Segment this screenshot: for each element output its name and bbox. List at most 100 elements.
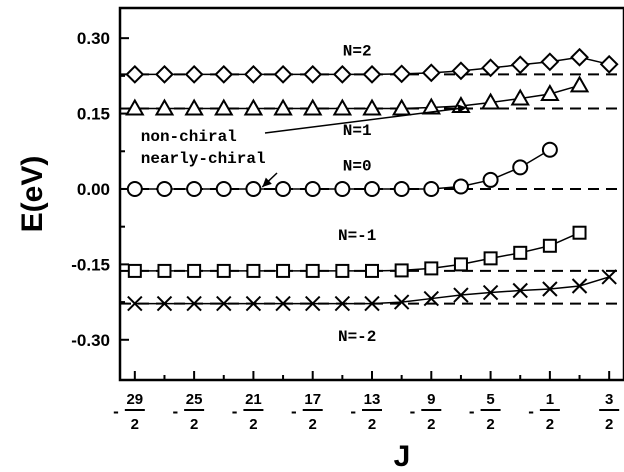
circle-marker	[364, 180, 380, 197]
x-tick-label-sign: -	[350, 402, 356, 421]
x-tick-label-numerator: 1	[546, 391, 554, 408]
triangle-marker	[480, 92, 501, 110]
x-tick-label-numerator: 21	[245, 391, 262, 408]
square-marker	[513, 245, 528, 260]
x-marker	[127, 295, 143, 312]
square-marker	[216, 263, 231, 278]
circle-marker	[482, 171, 499, 188]
x-marker	[571, 278, 588, 294]
triangle-marker	[154, 98, 175, 116]
annotation-arrow	[261, 172, 278, 188]
annotation-label: N=1	[343, 122, 372, 140]
x-marker-stroke	[156, 295, 173, 312]
x-marker	[601, 269, 617, 285]
annotation-arrow	[264, 104, 467, 134]
x-marker-stroke	[304, 295, 321, 312]
x-tick-label: -25 2	[172, 391, 205, 433]
triangle-marker	[214, 98, 234, 116]
diamond-marker	[332, 64, 352, 84]
square-marker	[542, 238, 557, 253]
x-tick-label-sign: -	[113, 402, 119, 421]
x-tick-label-numerator: 13	[364, 391, 381, 408]
x-marker	[275, 295, 291, 312]
annotation-label: N=-2	[338, 328, 376, 346]
x-marker-stroke	[393, 294, 410, 310]
x-tick-label: -5 2	[469, 391, 501, 433]
series-line	[134, 232, 580, 272]
circle-marker	[186, 180, 203, 197]
x-tick-label-denominator: 2	[546, 416, 554, 433]
x-tick-label-sign: -	[528, 402, 534, 421]
y-axis-title: E(eV)	[16, 156, 49, 233]
diamond-marker	[540, 52, 560, 72]
diamond-marker	[125, 64, 145, 84]
diamond-marker	[243, 64, 263, 84]
x-marker	[216, 295, 232, 312]
square-marker	[453, 257, 468, 272]
triangle-marker	[273, 98, 293, 116]
circle-marker	[334, 180, 351, 197]
x-marker-stroke	[186, 295, 202, 312]
square-marker	[187, 263, 202, 278]
triangle-marker	[362, 98, 382, 116]
x-tick-label: 32	[599, 391, 620, 433]
x-marker-stroke	[601, 269, 617, 285]
x-marker-stroke	[127, 295, 143, 312]
circle-marker	[304, 180, 321, 197]
annotation-label: N=2	[343, 42, 372, 60]
x-marker	[393, 294, 410, 310]
x-marker-stroke	[453, 287, 469, 303]
x-marker-stroke	[245, 295, 262, 312]
x-marker	[423, 290, 440, 307]
x-tick-label-numerator: 17	[304, 391, 321, 408]
triangle-marker	[302, 98, 323, 116]
square-marker	[572, 225, 587, 240]
x-marker	[512, 282, 528, 299]
x-marker	[482, 284, 499, 301]
y-tick-label: 0.30	[77, 29, 110, 48]
x-axis-title: J	[394, 440, 411, 472]
series-line	[134, 276, 610, 305]
diamond-marker	[184, 64, 204, 84]
x-tick-label-denominator: 2	[249, 416, 257, 433]
circle-marker	[393, 180, 410, 197]
triangle-marker	[569, 75, 590, 93]
circle-marker	[541, 141, 558, 158]
x-tick-label-numerator: 29	[126, 391, 143, 408]
square-marker	[394, 263, 409, 278]
circle-marker	[512, 159, 529, 176]
x-marker	[245, 295, 262, 312]
diamond-marker	[273, 64, 293, 84]
diamond-marker	[362, 64, 382, 84]
x-marker-stroke	[364, 295, 380, 312]
circle-marker	[215, 180, 232, 197]
circle-marker	[423, 180, 440, 197]
annotation-arrow-line	[264, 106, 467, 134]
x-marker	[334, 295, 351, 312]
diamond-marker	[510, 55, 530, 75]
y-tick-label: 0.15	[77, 105, 110, 124]
x-marker-stroke	[542, 281, 558, 297]
x-tick-label-numerator: 5	[486, 391, 494, 408]
x-marker	[542, 281, 558, 297]
x-marker-stroke	[571, 278, 588, 294]
x-tick-label: -13 2	[350, 391, 382, 433]
square-marker	[157, 263, 172, 278]
x-tick-label-sign: -	[232, 402, 238, 421]
x-tick-label-denominator: 2	[309, 416, 317, 433]
x-tick-label-sign: -	[172, 402, 178, 421]
diamond-marker	[155, 64, 174, 84]
x-marker	[186, 295, 202, 312]
x-tick-label-sign: -	[410, 402, 416, 421]
circle-marker	[452, 178, 469, 195]
x-tick-label-denominator: 2	[368, 416, 376, 433]
diamond-marker	[303, 64, 323, 84]
triangle-marker	[243, 98, 264, 116]
diamond-marker	[392, 64, 412, 84]
annotation-label: nearly-chiral	[141, 150, 266, 168]
annotation-arrow-head	[457, 104, 467, 113]
y-tick-label: 0.00	[77, 180, 110, 199]
circle-marker	[275, 180, 292, 197]
square-marker	[246, 263, 261, 278]
